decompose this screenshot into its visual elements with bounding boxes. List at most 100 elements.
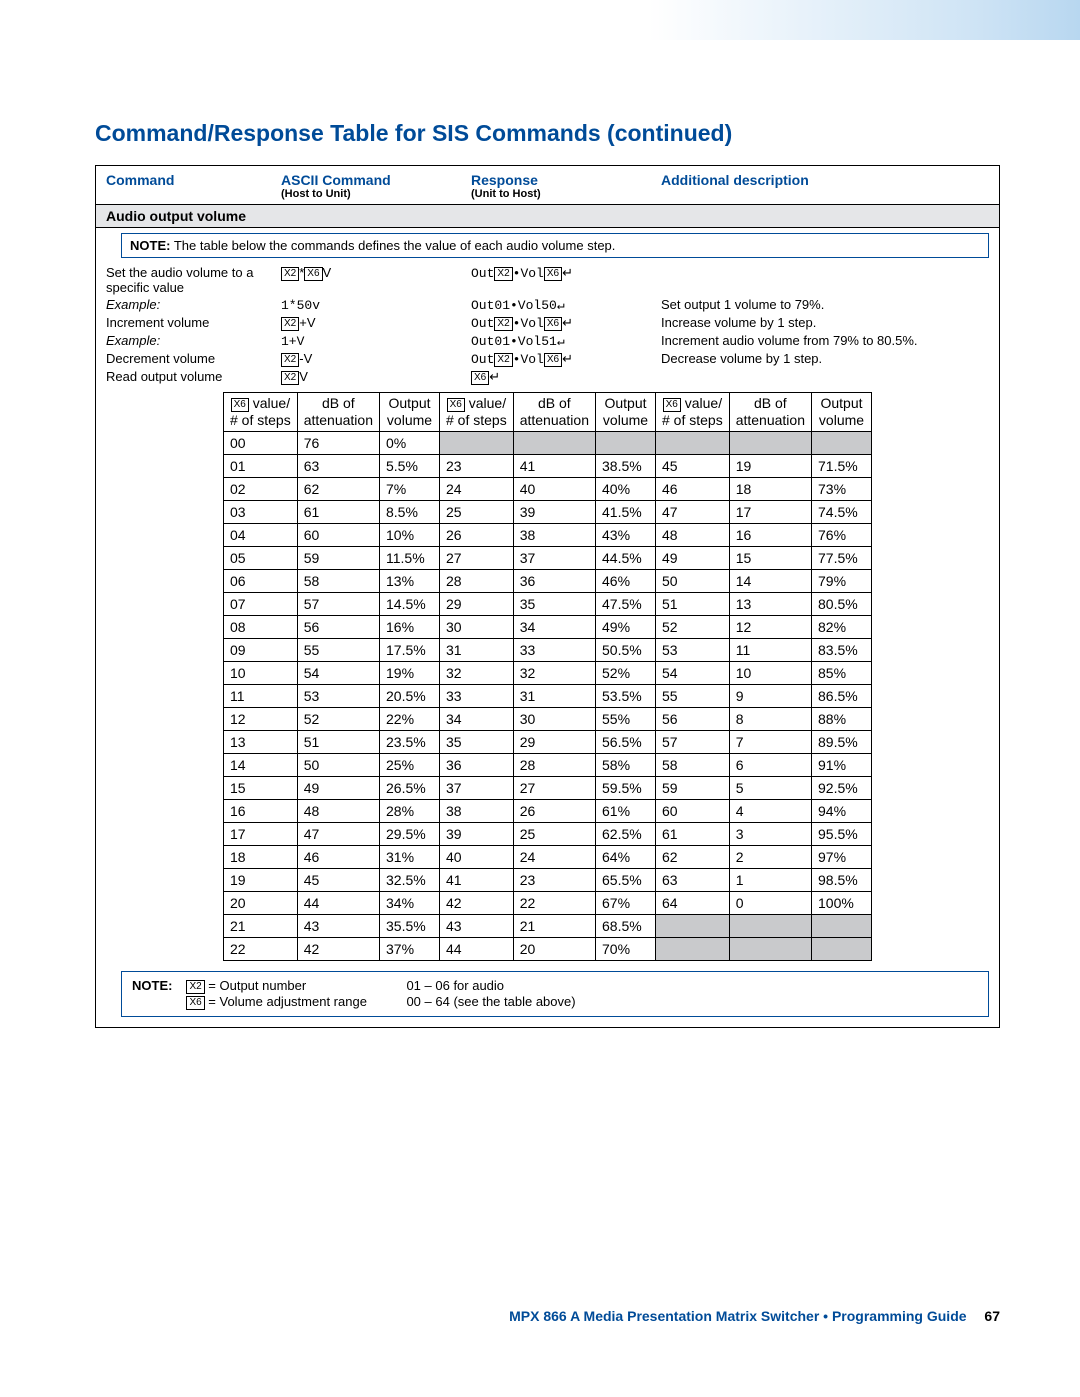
vol-cell: 14.5% xyxy=(380,592,440,615)
vol-cell: 53.5% xyxy=(596,684,656,707)
column-header-row: Command ASCII Command(Host to Unit) Resp… xyxy=(96,166,999,204)
vol-cell: 51 xyxy=(656,592,730,615)
note1-label: NOTE: xyxy=(130,238,170,253)
vol-cell: 28 xyxy=(440,569,514,592)
vol-cell: 65.5% xyxy=(596,868,656,891)
vol-row: 164828%382661%60494% xyxy=(224,799,872,822)
vol-cell: 23.5% xyxy=(380,730,440,753)
note2-label: NOTE: xyxy=(132,978,172,1010)
footer-page-number: 67 xyxy=(984,1308,1000,1324)
vol-cell: 47.5% xyxy=(596,592,656,615)
vol-header: X6 value/# of steps xyxy=(224,393,298,432)
vol-cell: 47 xyxy=(297,822,379,845)
command-ascii: X2-V xyxy=(281,351,471,367)
vol-cell: 14 xyxy=(729,569,811,592)
vol-cell: 38 xyxy=(440,799,514,822)
vol-cell: 44.5% xyxy=(596,546,656,569)
vol-cell: 100% xyxy=(812,891,872,914)
vol-cell: 19 xyxy=(729,454,811,477)
vol-header: dB ofattenuation xyxy=(729,393,811,432)
vol-cell: 31 xyxy=(440,638,514,661)
note2-x2-eq: = Output number xyxy=(205,978,307,993)
vol-cell: 62 xyxy=(297,477,379,500)
vol-cell: 55 xyxy=(297,638,379,661)
vol-row: 02627%244040%461873% xyxy=(224,477,872,500)
vol-cell: 50 xyxy=(656,569,730,592)
vol-cell: 34% xyxy=(380,891,440,914)
command-response: OutX2•VolX6↵ xyxy=(471,351,661,367)
vol-cell xyxy=(729,431,811,454)
command-name: Read output volume xyxy=(106,369,281,384)
note2-x6-eq: = Volume adjustment range xyxy=(205,994,367,1009)
vol-cell: 15 xyxy=(729,546,811,569)
vol-row: 154926.5%372759.5%59592.5% xyxy=(224,776,872,799)
note2-x2-range: 01 – 06 for audio xyxy=(406,978,504,994)
vol-header: X6 value/# of steps xyxy=(440,393,514,432)
vol-cell: 61 xyxy=(297,500,379,523)
command-name: Increment volume xyxy=(106,315,281,330)
vol-cell: 74.5% xyxy=(812,500,872,523)
vol-row: 125222%343055%56888% xyxy=(224,707,872,730)
command-row: Example:1+VOut01•Vol51↵Increment audio v… xyxy=(106,332,989,350)
vol-cell: 29 xyxy=(440,592,514,615)
vol-cell: 11 xyxy=(224,684,298,707)
vol-cell: 34 xyxy=(440,707,514,730)
vol-cell: 24 xyxy=(513,845,595,868)
page-content: Command/Response Table for SIS Commands … xyxy=(0,40,1080,1364)
vol-cell: 59 xyxy=(656,776,730,799)
vol-cell: 26.5% xyxy=(380,776,440,799)
vol-cell: 12 xyxy=(224,707,298,730)
vol-cell: 49% xyxy=(596,615,656,638)
vol-cell: 55 xyxy=(656,684,730,707)
vol-cell: 10 xyxy=(729,661,811,684)
vol-cell: 20.5% xyxy=(380,684,440,707)
vol-cell: 38.5% xyxy=(596,454,656,477)
command-desc: Set output 1 volume to 79%. xyxy=(661,297,989,312)
vol-cell: 61% xyxy=(596,799,656,822)
vol-cell: 19% xyxy=(380,661,440,684)
vol-cell: 85% xyxy=(812,661,872,684)
vol-cell: 60 xyxy=(297,523,379,546)
vol-cell: 56 xyxy=(297,615,379,638)
vol-cell: 33 xyxy=(440,684,514,707)
vol-cell: 40% xyxy=(596,477,656,500)
vol-cell: 59 xyxy=(297,546,379,569)
vol-cell: 20 xyxy=(513,937,595,960)
vol-cell: 82% xyxy=(812,615,872,638)
vol-cell: 24 xyxy=(440,477,514,500)
col-additional: Additional description xyxy=(661,172,989,188)
vol-cell: 0 xyxy=(729,891,811,914)
vol-cell: 61 xyxy=(656,822,730,845)
vol-cell: 94% xyxy=(812,799,872,822)
vol-cell: 20 xyxy=(224,891,298,914)
vol-cell: 68.5% xyxy=(596,914,656,937)
vol-cell: 32 xyxy=(440,661,514,684)
vol-header: dB ofattenuation xyxy=(297,393,379,432)
vol-cell: 31 xyxy=(513,684,595,707)
col-response-sub: (Unit to Host) xyxy=(471,188,661,200)
note-box-2: NOTE: X2 = Output number 01 – 06 for aud… xyxy=(121,971,989,1017)
vol-row: 184631%402464%62297% xyxy=(224,845,872,868)
col-response: Response xyxy=(471,172,661,188)
vol-cell: 45 xyxy=(656,454,730,477)
vol-row: 194532.5%412365.5%63198.5% xyxy=(224,868,872,891)
vol-cell: 04 xyxy=(224,523,298,546)
command-row: Example:1*50vOut01•Vol50↵Set output 1 vo… xyxy=(106,296,989,314)
vol-cell: 97% xyxy=(812,845,872,868)
vol-cell: 21 xyxy=(513,914,595,937)
vol-cell: 13% xyxy=(380,569,440,592)
vol-cell: 36 xyxy=(440,753,514,776)
vol-cell: 80.5% xyxy=(812,592,872,615)
note2-x6-range: 00 – 64 (see the table above) xyxy=(406,994,575,1010)
vol-cell: 10% xyxy=(380,523,440,546)
col-command: Command xyxy=(106,172,281,188)
vol-cell: 70% xyxy=(596,937,656,960)
vol-row: 214335.5%432168.5% xyxy=(224,914,872,937)
command-desc: Decrease volume by 1 step. xyxy=(661,351,989,366)
vol-cell: 45 xyxy=(297,868,379,891)
vol-cell: 37 xyxy=(513,546,595,569)
vol-cell: 00 xyxy=(224,431,298,454)
vol-cell: 35 xyxy=(440,730,514,753)
vol-cell: 25 xyxy=(513,822,595,845)
vol-cell: 16 xyxy=(729,523,811,546)
